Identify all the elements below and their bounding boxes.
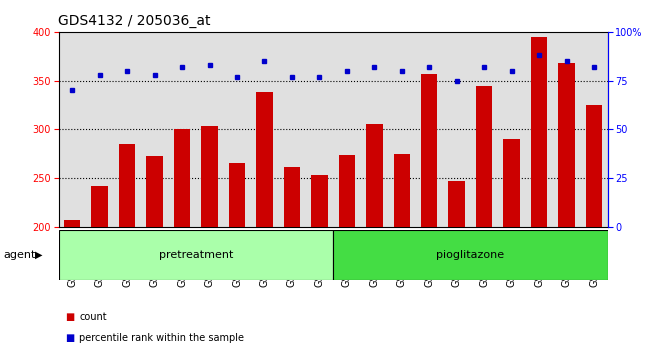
Text: count: count (79, 312, 107, 322)
Bar (476, 86, 493, 227)
Text: agent: agent (3, 250, 36, 260)
Bar (503, 139, 520, 227)
Bar (311, 175, 328, 227)
Bar (448, 181, 465, 227)
Bar (333, 230, 608, 280)
Bar (339, 154, 355, 227)
Bar (283, 167, 300, 227)
Bar (229, 163, 245, 227)
Bar (119, 144, 135, 227)
Bar (92, 185, 108, 227)
Text: GDS4132 / 205036_at: GDS4132 / 205036_at (58, 14, 211, 28)
Bar (174, 129, 190, 227)
Text: pioglitazone: pioglitazone (436, 250, 504, 260)
Text: ▶: ▶ (35, 250, 43, 260)
Text: percentile rank within the sample: percentile rank within the sample (79, 333, 244, 343)
Bar (366, 124, 383, 227)
Bar (393, 154, 410, 227)
Bar (58, 230, 333, 280)
Bar (202, 126, 218, 227)
Bar (146, 156, 163, 227)
Text: ■: ■ (65, 312, 74, 322)
Bar (586, 105, 603, 227)
Bar (531, 37, 547, 227)
Bar (64, 220, 81, 227)
Bar (558, 63, 575, 227)
Bar (256, 92, 273, 227)
Bar (421, 74, 437, 227)
Text: pretreatment: pretreatment (159, 250, 233, 260)
Text: ■: ■ (65, 333, 74, 343)
